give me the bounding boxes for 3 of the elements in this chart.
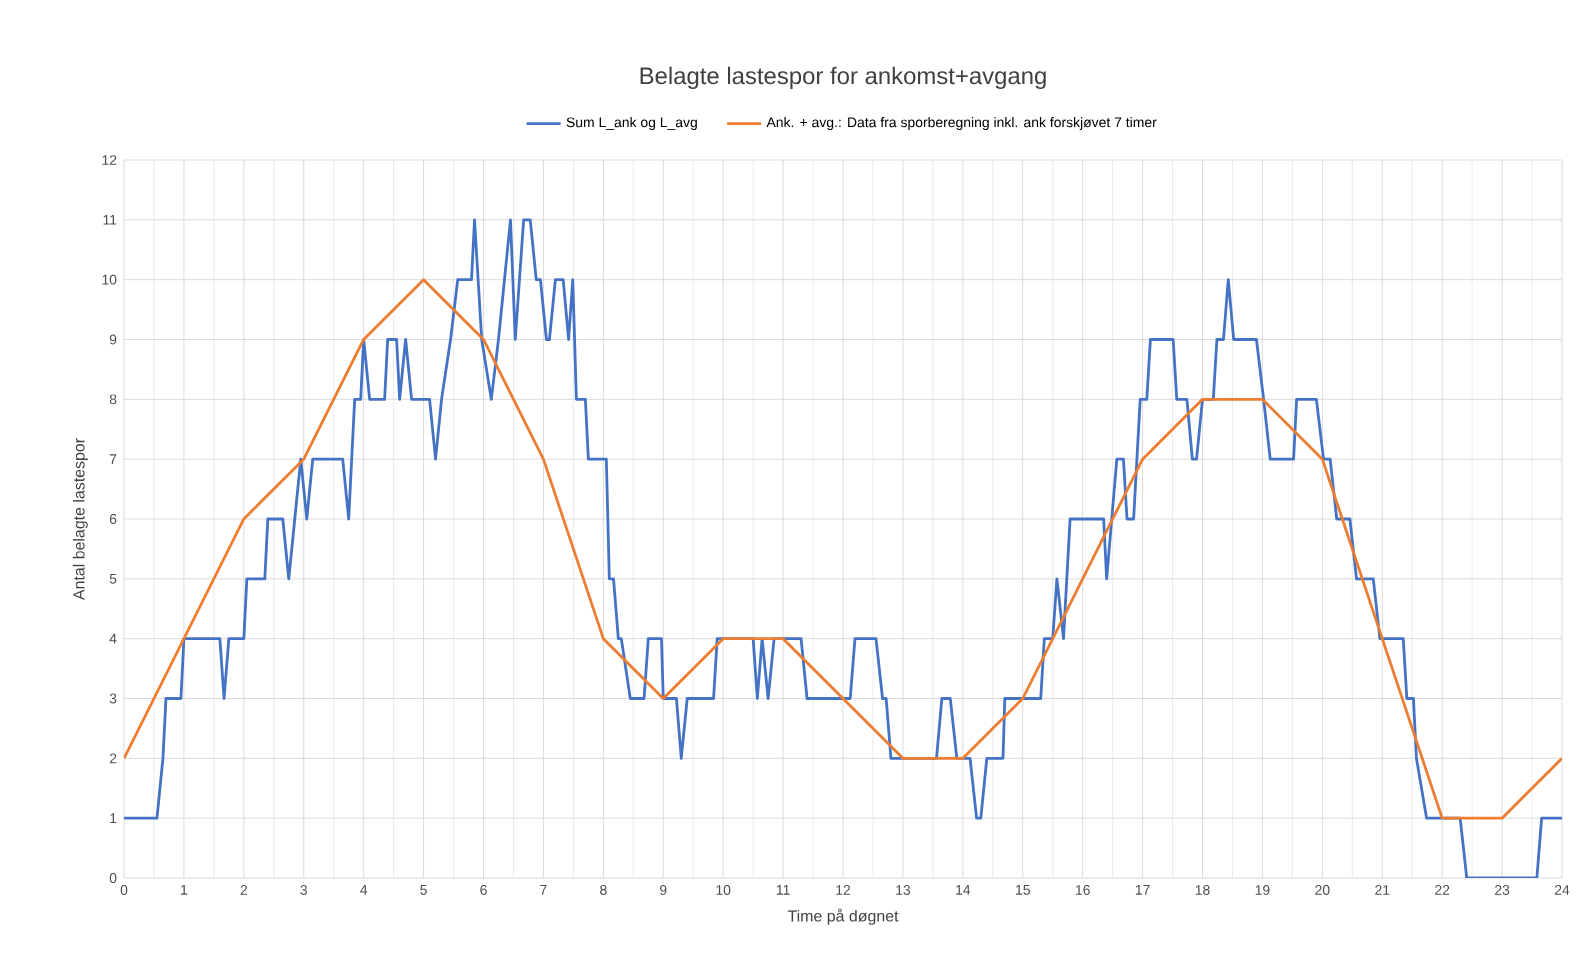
line-series xyxy=(124,218,1563,878)
chart-title: Belagte lastespor for ankomst+avgang xyxy=(640,66,1046,89)
line-series xyxy=(124,278,1563,820)
